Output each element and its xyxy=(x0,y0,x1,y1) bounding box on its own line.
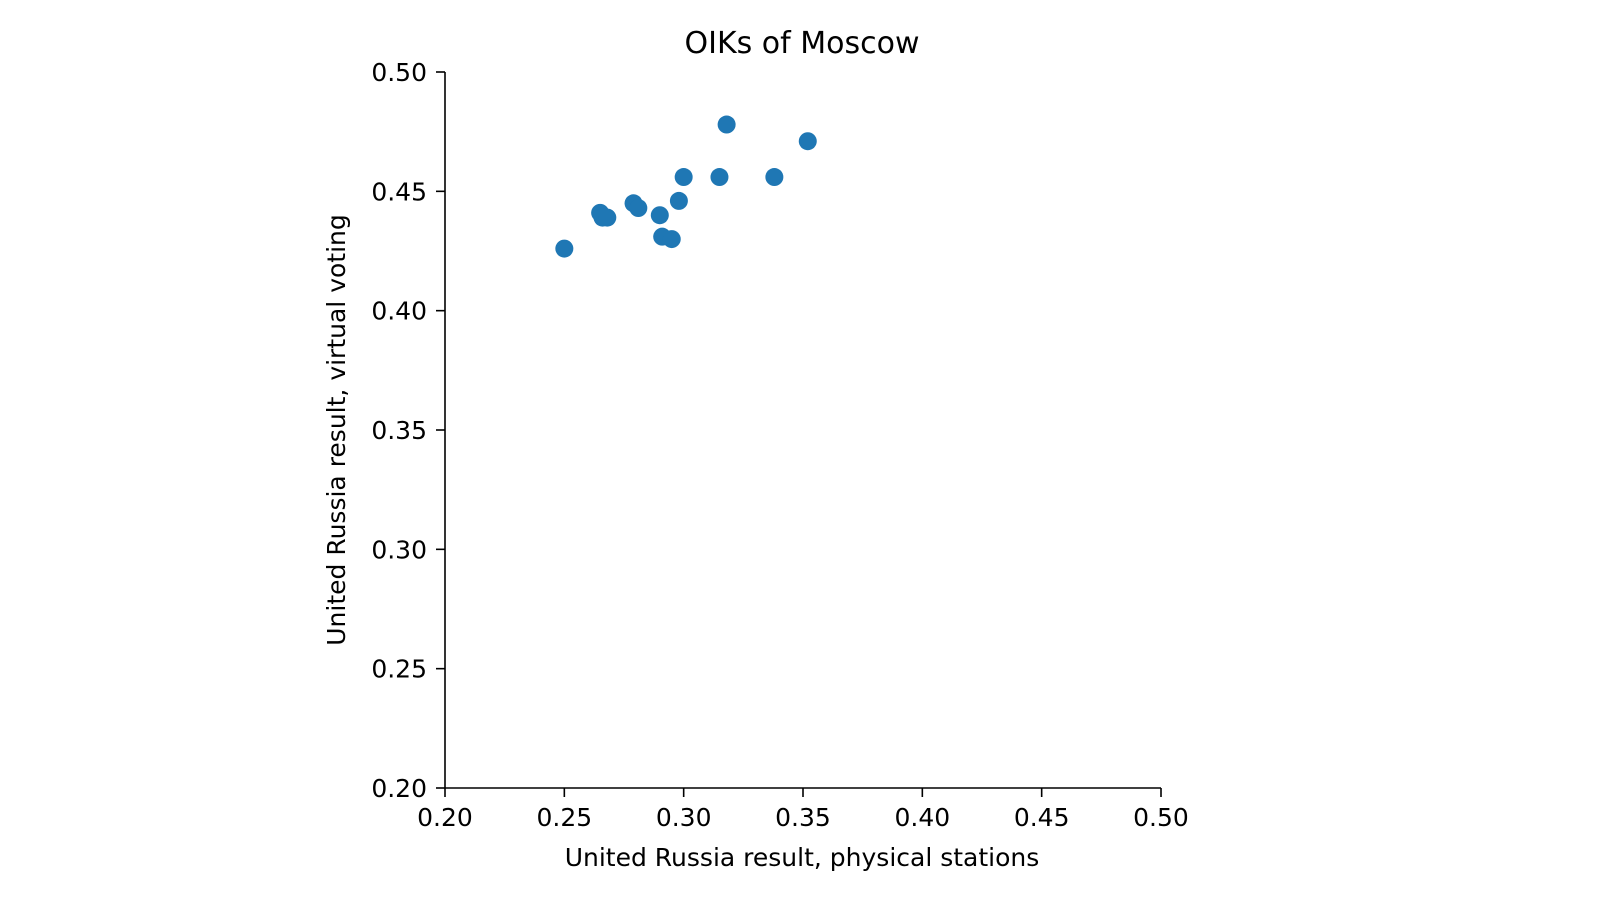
x-tick-label: 0.50 xyxy=(1133,803,1189,832)
scatter-point xyxy=(674,168,693,187)
data-points xyxy=(555,115,817,258)
x-tick-label: 0.20 xyxy=(417,803,473,832)
scatter-point xyxy=(598,208,617,227)
scatter-point xyxy=(765,168,784,187)
scatter-point xyxy=(662,230,681,249)
y-tick-label: 0.50 xyxy=(371,58,427,87)
chart-title: OIKs of Moscow xyxy=(684,26,919,61)
y-tick-label: 0.40 xyxy=(371,297,427,326)
y-tick-label: 0.30 xyxy=(371,535,427,564)
y-tick-label: 0.25 xyxy=(371,655,427,684)
scatter-point xyxy=(555,239,574,258)
x-tick-label: 0.25 xyxy=(536,803,592,832)
x-tick-label: 0.35 xyxy=(775,803,831,832)
x-tick-label: 0.30 xyxy=(656,803,712,832)
axis-ticks: 0.20 0.25 0.30 0.35 0.40 0.45 0.50 0.20 0.25 0.30… xyxy=(371,58,1189,832)
x-axis-label: United Russia result, physical stations xyxy=(565,843,1040,872)
scatter-point xyxy=(710,168,729,187)
x-tick-label: 0.40 xyxy=(894,803,950,832)
y-tick-label: 0.35 xyxy=(371,416,427,445)
scatter-point xyxy=(717,115,736,134)
y-tick-label: 0.45 xyxy=(371,177,427,206)
scatter-point xyxy=(629,199,648,218)
y-tick-label: 0.20 xyxy=(371,774,427,803)
scatter-point xyxy=(798,132,817,151)
y-axis-label: United Russia result, virtual voting xyxy=(322,214,351,646)
x-tick-label: 0.45 xyxy=(1014,803,1070,832)
scatter-point xyxy=(669,191,688,210)
scatter-point xyxy=(650,206,669,225)
